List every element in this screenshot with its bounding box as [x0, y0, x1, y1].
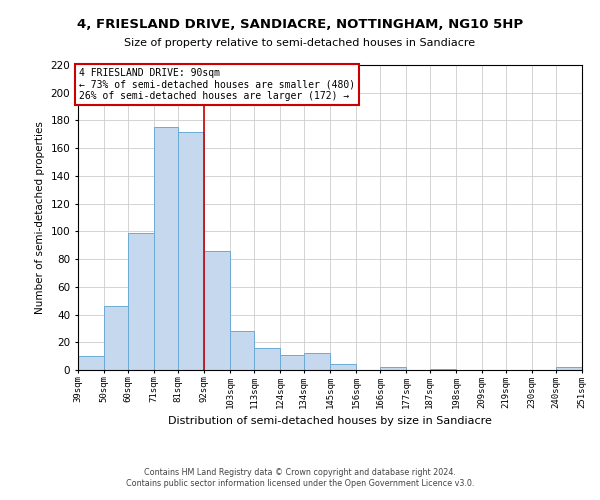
- Bar: [380, 367, 406, 370]
- Text: 4 FRIESLAND DRIVE: 90sqm
← 73% of semi-detached houses are smaller (480)
26% of : 4 FRIESLAND DRIVE: 90sqm ← 73% of semi-d…: [79, 68, 355, 101]
- Text: 4, FRIESLAND DRIVE, SANDIACRE, NOTTINGHAM, NG10 5HP: 4, FRIESLAND DRIVE, SANDIACRE, NOTTINGHA…: [77, 18, 523, 30]
- Bar: [556, 367, 582, 370]
- Bar: [304, 354, 330, 370]
- Bar: [230, 331, 254, 370]
- Y-axis label: Number of semi-detached properties: Number of semi-detached properties: [35, 121, 45, 314]
- Bar: [254, 348, 280, 370]
- Text: Size of property relative to semi-detached houses in Sandiacre: Size of property relative to semi-detach…: [124, 38, 476, 48]
- Text: Contains HM Land Registry data © Crown copyright and database right 2024.
Contai: Contains HM Land Registry data © Crown c…: [126, 468, 474, 487]
- Bar: [128, 233, 154, 370]
- Bar: [104, 306, 128, 370]
- X-axis label: Distribution of semi-detached houses by size in Sandiacre: Distribution of semi-detached houses by …: [168, 416, 492, 426]
- Bar: [178, 132, 204, 370]
- Bar: [330, 364, 356, 370]
- Bar: [78, 356, 104, 370]
- Bar: [430, 368, 456, 370]
- Bar: [154, 128, 178, 370]
- Bar: [280, 355, 304, 370]
- Bar: [204, 251, 230, 370]
